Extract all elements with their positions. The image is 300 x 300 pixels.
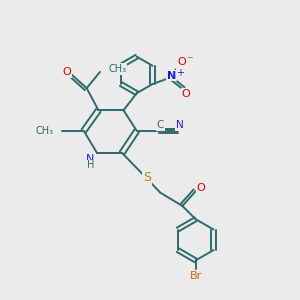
Text: +: + — [176, 68, 184, 78]
Text: ⁻: ⁻ — [186, 54, 193, 67]
Text: N: N — [167, 71, 176, 81]
Text: H: H — [87, 160, 94, 170]
Text: S: S — [143, 171, 151, 184]
Text: C: C — [157, 120, 164, 130]
Text: O: O — [196, 183, 205, 193]
Text: O: O — [177, 57, 186, 67]
Text: CH₃: CH₃ — [35, 126, 53, 136]
Text: N: N — [176, 120, 183, 130]
Text: N: N — [86, 154, 95, 164]
Text: CH₃: CH₃ — [108, 64, 126, 74]
Text: Br: Br — [190, 271, 202, 281]
Text: O: O — [182, 89, 190, 99]
Text: O: O — [62, 67, 71, 77]
